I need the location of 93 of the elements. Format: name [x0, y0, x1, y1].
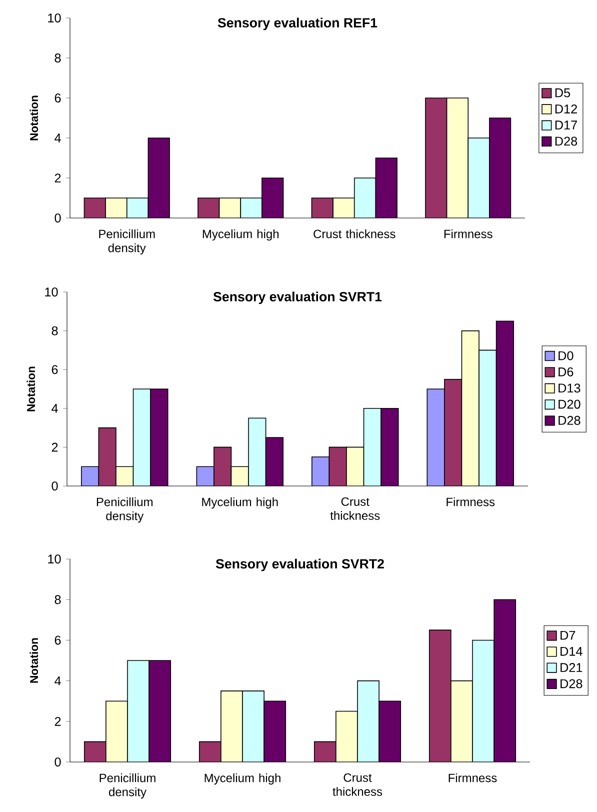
y-tick-label: 8 [54, 54, 61, 62]
bar [311, 198, 334, 218]
bar [375, 158, 398, 218]
y-tick-label: 0 [52, 482, 58, 490]
bar [220, 690, 243, 762]
bar [240, 198, 262, 218]
bar [148, 660, 172, 762]
legend-label: D28 [558, 416, 580, 425]
legend-label: D12 [555, 104, 577, 114]
legend-label: D21 [560, 663, 582, 672]
bar [380, 408, 399, 486]
y-tick-label: 10 [48, 554, 61, 564]
y-tick-label: 6 [54, 94, 61, 102]
bar [116, 466, 134, 486]
bar [357, 680, 380, 762]
y-tick-label: 4 [54, 676, 61, 686]
bar [446, 98, 469, 218]
y-axis-title: Notation [26, 366, 36, 412]
y-tick-label: 2 [52, 442, 58, 452]
y-tick-label: 0 [54, 758, 61, 766]
legend-label: D13 [558, 384, 580, 393]
bar [106, 700, 128, 762]
bar [248, 418, 266, 486]
bar [363, 408, 382, 486]
bar [198, 741, 222, 762]
x-tick-label: Crust thickness [330, 497, 380, 520]
bar [265, 437, 284, 486]
y-axis-title: Notation [30, 638, 38, 683]
x-tick-label: Penicillium density [100, 773, 156, 799]
x-tick-label: Firmness [444, 229, 492, 238]
x-tick-label: Firmness [446, 497, 495, 506]
bar [132, 388, 151, 486]
bar [478, 350, 497, 486]
x-tick-label: Mycelium high [202, 497, 278, 509]
legend-label: D14 [560, 646, 582, 656]
y-tick-label: 6 [54, 636, 61, 645]
bar [150, 388, 168, 486]
y-tick-label: 6 [52, 365, 58, 374]
x-tick-label: Crust thickness [332, 773, 382, 796]
x-tick-label: Mycelium high [204, 773, 280, 785]
y-tick-label: 8 [54, 595, 61, 604]
bar [450, 680, 473, 762]
bar [105, 198, 128, 218]
legend-label: D5 [555, 88, 570, 98]
bar [126, 198, 149, 218]
bar [84, 741, 106, 762]
x-tick-label: Firmness [448, 773, 497, 782]
bar [336, 710, 358, 762]
x-tick-label: Crust thickness [314, 229, 396, 238]
y-tick-label: 10 [45, 288, 58, 296]
legend-label: D20 [558, 400, 580, 409]
bar [496, 320, 514, 486]
legend-label: D7 [560, 630, 576, 640]
bar [378, 700, 402, 762]
y-axis-title: Notation [30, 96, 38, 140]
bar [198, 198, 220, 218]
bar [148, 138, 170, 218]
legend-label: D28 [555, 136, 578, 146]
bar [242, 690, 264, 762]
bar [425, 98, 448, 218]
legend-label: D17 [555, 120, 577, 130]
bar [314, 741, 336, 762]
y-tick-label: 0 [54, 214, 61, 222]
bar [127, 660, 150, 762]
y-tick-label: 4 [54, 134, 61, 142]
bar [262, 178, 284, 218]
bar [468, 138, 490, 218]
y-tick-label: 4 [52, 404, 58, 413]
x-tick-label: Penicillium density [96, 497, 152, 523]
bar [332, 198, 355, 218]
y-tick-label: 8 [52, 326, 58, 336]
bar [428, 630, 452, 762]
legend-label: D0 [558, 351, 574, 360]
bar [84, 198, 106, 218]
bar [461, 330, 480, 486]
legend-label: D6 [558, 367, 574, 376]
y-tick-label: 2 [54, 174, 61, 182]
bar [489, 118, 512, 218]
chart-title: Sensory evaluation SVRT1 [213, 292, 382, 304]
y-tick-label: 2 [54, 716, 61, 726]
x-tick-label: Mycelium high [202, 229, 279, 241]
bar [264, 700, 286, 762]
bar [494, 599, 516, 762]
chart-title: Sensory evaluation REF1 [218, 18, 378, 30]
bar [354, 178, 376, 218]
legend-label: D28 [560, 679, 582, 688]
bar [346, 446, 364, 486]
bar [472, 640, 494, 762]
bar [230, 466, 249, 486]
chart-title: Sensory evaluation SVRT2 [216, 558, 384, 572]
bar [218, 198, 242, 218]
x-tick-label: Penicillium density [99, 229, 155, 255]
y-tick-label: 10 [48, 14, 61, 22]
